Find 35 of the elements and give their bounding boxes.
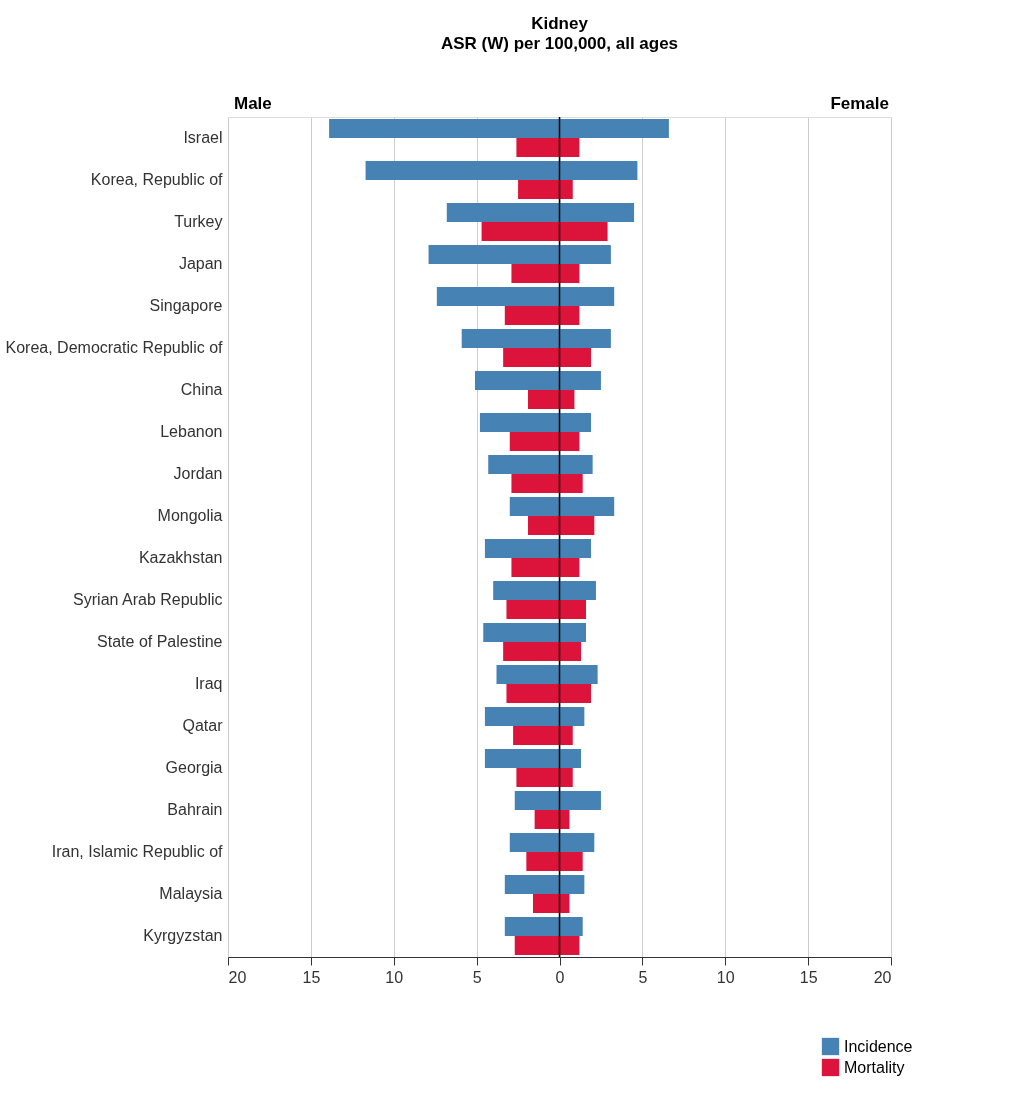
y-tick-label: Iran, Islamic Republic of [51, 843, 224, 860]
y-tick-label: Lebanon [160, 423, 223, 440]
y-tick-label: Georgia [165, 759, 223, 776]
y-tick-label: Japan [178, 255, 223, 272]
x-tick-label: 10 [716, 968, 735, 986]
y-tick-label: Turkey [174, 213, 223, 230]
x-tick-label: 15 [799, 968, 818, 986]
x-tick-label: 15 [302, 968, 321, 986]
chart-subtitle: ASR (W) per 100,000, all ages [440, 34, 679, 53]
y-tick-label: Malaysia [159, 885, 223, 902]
y-tick-label: State of Palestine [97, 633, 223, 650]
y-tick-label: Korea, Republic of [90, 171, 224, 188]
legend-label: Incidence [844, 1037, 913, 1055]
y-tick-label: Iraq [194, 675, 223, 692]
chart-title: Kidney [531, 14, 589, 33]
y-tick-label: Mongolia [157, 507, 223, 524]
y-tick-label: Kyrgyzstan [143, 927, 223, 944]
x-tick-label: 20 [228, 968, 247, 986]
y-tick-label: Jordan [173, 465, 223, 482]
x-tick-label: 20 [873, 968, 892, 986]
y-tick-label: Korea, Democratic Republic of [5, 339, 224, 356]
x-tick-label: 0 [555, 968, 565, 986]
x-tick-label: 5 [472, 968, 482, 986]
legend-label: Mortality [844, 1058, 905, 1076]
text: Male [234, 94, 272, 113]
y-tick-label: Qatar [182, 717, 224, 734]
y-tick-label: Israel [183, 129, 223, 146]
x-tick-label: 5 [638, 968, 648, 986]
y-tick-label: Singapore [149, 297, 223, 314]
y-tick-label: Kazakhstan [138, 549, 223, 566]
y-tick-label: Bahrain [167, 801, 223, 818]
y-tick-label: China [180, 381, 223, 398]
y-tick-label: Syrian Arab Republic [73, 591, 223, 608]
x-tick-label: 10 [385, 968, 404, 986]
text: Female [830, 94, 889, 113]
